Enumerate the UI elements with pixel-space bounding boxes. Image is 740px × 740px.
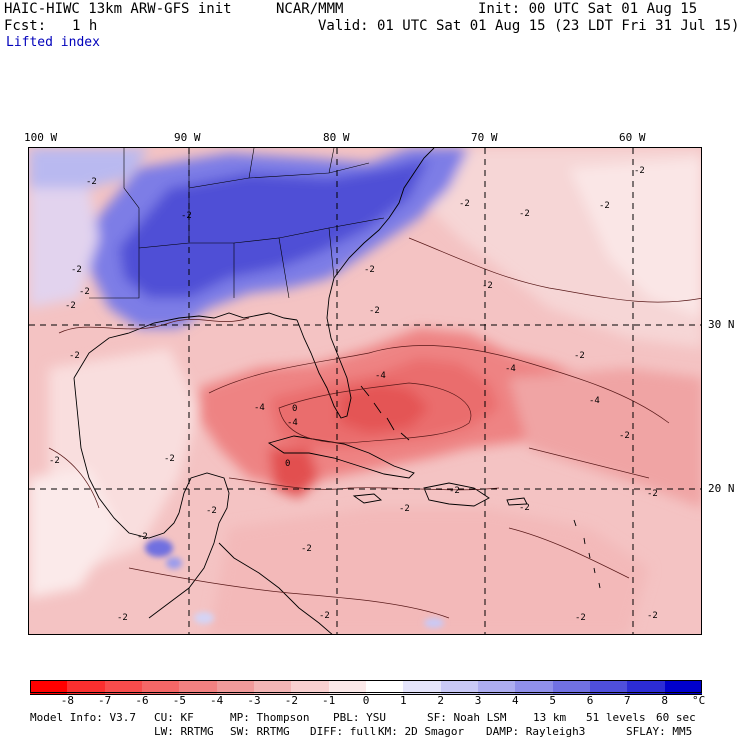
contour-label: -2 [619, 431, 630, 441]
model-title: HAIC-HIWC 13km ARW-GFS init [4, 1, 232, 17]
state-borders [89, 148, 385, 299]
lifted-index-map: -2 -2 -2 -2 -2 -2 -2 -2 -2 -2 -2 -2 -2 -… [28, 147, 702, 635]
contour-label: -2 [49, 456, 60, 466]
contour-label: -2 [449, 486, 460, 496]
contour-label: -2 [369, 306, 380, 316]
colorbar-tick-label: -6 [135, 694, 149, 707]
contour-label: -2 [71, 265, 82, 275]
colorbar-tick-label: 7 [624, 694, 631, 707]
contour-label: -2 [574, 351, 585, 361]
organization: NCAR/MMM [276, 1, 344, 17]
colorbar-tick-label: -3 [247, 694, 261, 707]
forecast-label: Fcst: [4, 18, 47, 34]
contour-label: -2 [399, 504, 410, 514]
colorbar-tick-label: 0 [362, 694, 370, 707]
contour-label: -2 [634, 166, 645, 176]
km-option: KM: 2D Smagor [378, 725, 465, 738]
longwave-scheme: LW: RRTMG [154, 725, 214, 738]
contour-label: -2 [647, 611, 658, 621]
colorbar-tick-label: 6 [586, 694, 594, 707]
valid-time: Valid: 01 UTC Sat 01 Aug 15 (23 LDT Fri … [318, 18, 740, 34]
lon-label-60w: 60 W [619, 131, 646, 144]
contour-label: -4 [254, 403, 265, 413]
contour-label: -2 [459, 199, 470, 209]
lon-label-90w: 90 W [174, 131, 201, 144]
pbl-scheme: PBL: YSU [333, 711, 386, 724]
contour-label: -2 [519, 209, 530, 219]
contour-label: 0 [285, 459, 290, 469]
contour-label: -2 [319, 611, 330, 621]
colorbar-tick-label: 4 [512, 694, 519, 707]
colorbar-tick-label: 3 [474, 694, 482, 707]
init-time: Init: 00 UTC Sat 01 Aug 15 [478, 1, 698, 17]
contour-label: -2 [206, 506, 217, 516]
colorbar-frame [30, 680, 702, 693]
contour-lines [48, 237, 701, 619]
contour-label: -2 [575, 613, 586, 623]
contour-label: -4 [589, 396, 600, 406]
contour-label: -2 [164, 454, 175, 464]
contour-label: -2 [519, 503, 530, 513]
contour-label: -2 [137, 532, 148, 542]
contour-label: 0 [292, 404, 297, 414]
surface-layer-option: SFLAY: MM5 [626, 725, 693, 738]
contour-label: -2 [117, 613, 128, 623]
colorbar-tick-label: -5 [172, 694, 186, 707]
colorbar-tick-label: -1 [322, 694, 336, 707]
diffusion-option: DIFF: full [310, 725, 377, 738]
lon-label-80w: 80 W [323, 131, 350, 144]
contour-label: -4 [287, 418, 298, 428]
lat-label-20n: 20 N [708, 482, 735, 495]
vertical-levels: 51 levels [586, 711, 646, 724]
colorbar-tick-label: -4 [210, 694, 224, 707]
contour-label: -2 [181, 211, 192, 221]
contour-label: -2 [65, 301, 76, 311]
contour-label: -4 [375, 371, 386, 381]
shortwave-scheme: SW: RRTMG [230, 725, 290, 738]
colorbar-tick-label: 5 [549, 694, 556, 707]
lon-label-100w: 100 W [24, 131, 58, 144]
forecast-hour: 1 h [72, 18, 98, 34]
colorbar-tick-label: -2 [284, 694, 298, 707]
contour-label: -2 [482, 281, 493, 291]
lon-label-70w: 70 W [471, 131, 498, 144]
map-canvas: -2 -2 -2 -2 -2 -2 -2 -2 -2 -2 -2 -2 -2 -… [29, 148, 701, 634]
contour-label: -2 [86, 177, 97, 187]
colorbar-tick-label: 2 [437, 694, 444, 707]
time-step: 60 sec [656, 711, 696, 724]
colorbar-unit: °C [692, 694, 706, 707]
contour-label: -2 [599, 201, 610, 211]
surface-scheme: SF: Noah LSM [427, 711, 507, 724]
field-name: Lifted index [6, 35, 100, 50]
contour-label: -2 [79, 287, 90, 297]
stable-patches [145, 539, 444, 628]
contour-label: -2 [647, 489, 658, 499]
microphysics-scheme: MP: Thompson [230, 711, 310, 724]
cumulus-scheme: CU: KF [154, 711, 194, 724]
graticule [29, 148, 701, 634]
damping-option: DAMP: Rayleigh3 [486, 725, 586, 738]
contour-label: -2 [364, 265, 375, 275]
colorbar-tick-label: -7 [98, 694, 112, 707]
contour-label: -4 [505, 364, 516, 374]
grid-spacing: 13 km [533, 711, 567, 724]
colorbar-tick-label: 1 [400, 694, 407, 707]
contour-value-labels: -2 -2 -2 -2 -2 -2 -2 -2 -2 -2 -2 -2 -2 -… [49, 166, 658, 623]
model-version: Model Info: V3.7 [30, 711, 136, 724]
contour-label: -2 [301, 544, 312, 554]
contour-label: -2 [69, 351, 80, 361]
lat-label-30n: 30 N [708, 318, 735, 331]
colorbar-tick-label: 8 [661, 694, 668, 707]
colorbar-tick-label: -8 [60, 694, 74, 707]
